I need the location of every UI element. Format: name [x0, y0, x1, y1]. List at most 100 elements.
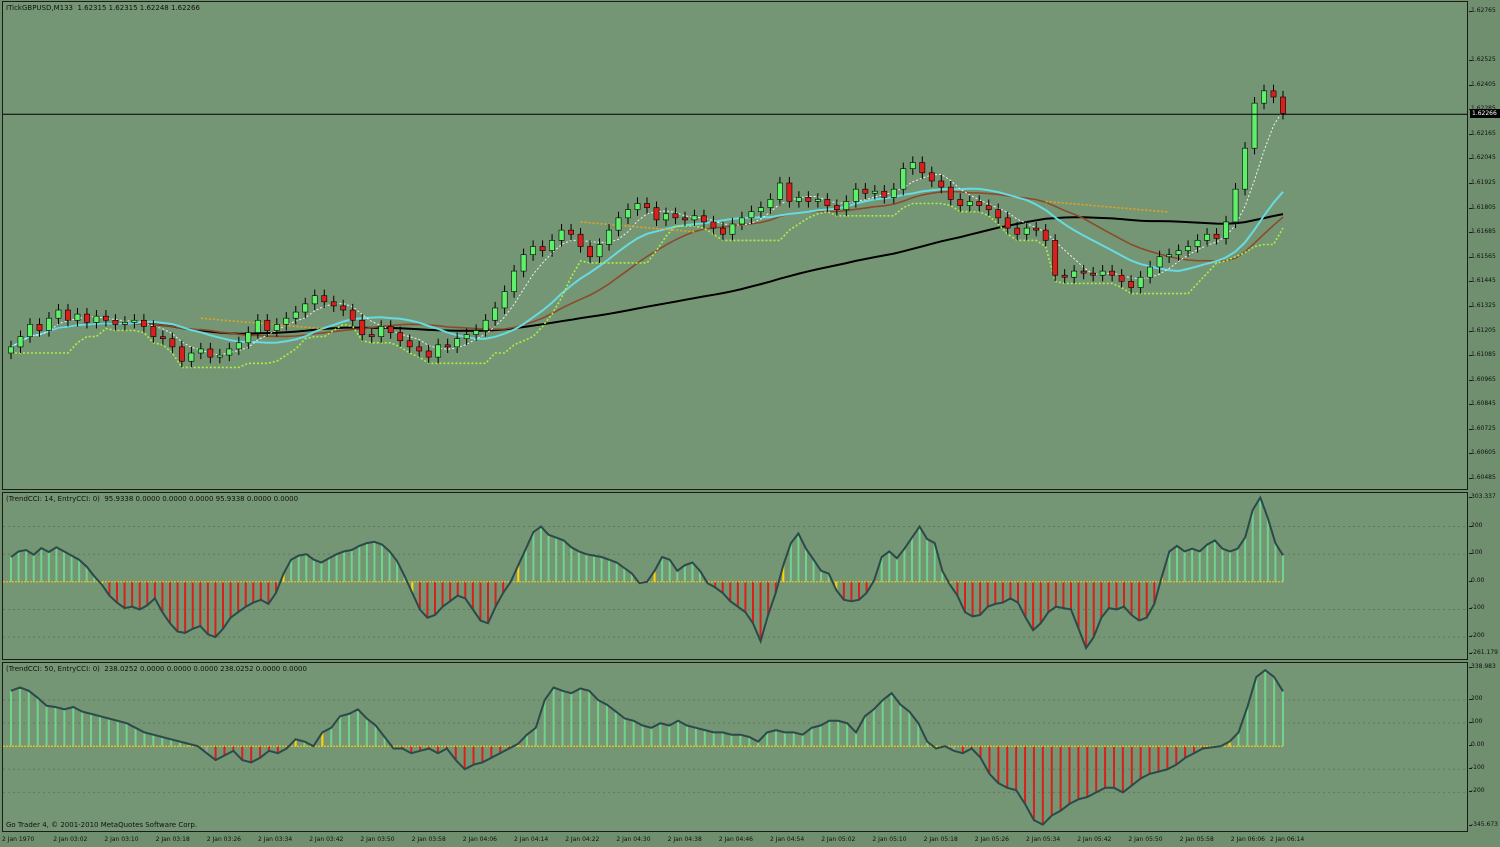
candle-body — [150, 326, 157, 337]
candle-body — [141, 319, 147, 327]
price-axis[interactable]: 1.62765 1.62525 1.62405 1.62285 1.62165 1.620… — [1469, 1, 1500, 490]
candle-body — [93, 315, 100, 323]
candle-body — [1033, 227, 1040, 231]
candle-body — [758, 207, 764, 213]
time-tick-label: 2 Jan 04:38 — [667, 836, 702, 843]
cci-tick — [1469, 580, 1472, 582]
candle-body — [492, 307, 499, 321]
cci50-canvas[interactable] — [3, 663, 1467, 831]
cci-tick-label: -200 — [1471, 787, 1485, 795]
candle-body — [890, 188, 897, 198]
price-tick — [1469, 158, 1472, 160]
candle-body — [729, 223, 736, 235]
candle-body — [824, 199, 831, 206]
candle-body — [8, 346, 14, 354]
time-tick-label: 2 Jan 04:30 — [616, 836, 651, 843]
candle-body — [634, 203, 641, 210]
candle-body — [416, 346, 423, 352]
cci14-canvas[interactable] — [3, 493, 1467, 659]
step-orange-line — [200, 317, 325, 330]
candle-body — [701, 215, 707, 223]
candle-body — [1080, 270, 1087, 274]
price-tick — [1469, 355, 1472, 357]
candle-body — [748, 211, 755, 219]
candle-body — [909, 162, 916, 169]
price-chart-title: ITickGBPUSD,M133 1.62315 1.62315 1.62248… — [6, 4, 200, 12]
candle-body — [501, 291, 508, 309]
candle-body — [1042, 229, 1049, 241]
price-tick-label: 1.61565 — [1471, 252, 1496, 260]
price-tick — [1469, 478, 1472, 479]
candle-body — [995, 209, 1002, 219]
time-tick-label: 2 Jan 04:54 — [770, 836, 805, 843]
candle-body — [169, 338, 176, 348]
time-tick-label: 2 Jan 05:50 — [1128, 836, 1163, 843]
candle-body — [549, 240, 555, 251]
candle-body — [558, 229, 565, 241]
price-tick-label: 1.62045 — [1471, 154, 1496, 162]
candle-body — [966, 201, 973, 206]
candle-body — [682, 217, 688, 221]
candle-body — [425, 350, 432, 358]
candle-body — [1137, 276, 1144, 288]
cci-tick — [1469, 497, 1472, 498]
cci-tick-label: 303.337 — [1471, 493, 1496, 500]
candle-body — [795, 197, 802, 202]
candle-body — [947, 186, 954, 200]
cci-tick — [1469, 825, 1472, 826]
price-tick — [1469, 330, 1472, 332]
time-tick-label: 2 Jan 03:34 — [258, 836, 293, 843]
candle-body — [159, 336, 166, 339]
candle-body — [74, 313, 81, 321]
cci-tick — [1469, 791, 1472, 793]
time-tick-label: 2 Jan 06:06 — [1230, 836, 1265, 843]
candle-body — [368, 334, 375, 337]
cci-tick-label: 200 — [1471, 521, 1483, 529]
candle-body — [283, 317, 290, 325]
candle-body — [539, 246, 546, 251]
cci-tick-label: -200 — [1471, 632, 1485, 640]
cci50-title: (TrendCCI: 50, EntryCCI: 0) 238.0252 0.0… — [6, 665, 307, 673]
cci-tick — [1469, 525, 1472, 527]
price-tick — [1469, 428, 1472, 430]
price-chart-pane[interactable]: ITickGBPUSD,M133 1.62315 1.62315 1.62248… — [2, 1, 1468, 490]
candle-body — [1223, 221, 1229, 239]
price-tick-label: 1.61685 — [1471, 228, 1496, 236]
time-tick-label: 2 Jan 05:18 — [923, 836, 958, 843]
price-chart-canvas[interactable] — [3, 2, 1467, 489]
cci-tick-label: 338.983 — [1471, 663, 1496, 670]
cci-tick — [1469, 745, 1472, 747]
cci-tick-label: 0.00 — [1471, 576, 1485, 584]
candle-body — [1052, 240, 1059, 276]
candle-body — [55, 309, 62, 319]
candle-body — [1118, 274, 1125, 282]
candle-body — [530, 246, 536, 256]
cci14-indicator-pane[interactable]: (TrendCCI: 14, EntryCCI: 0) 95.9338 0.00… — [2, 492, 1468, 660]
candle-body — [454, 338, 461, 348]
candle-body — [938, 180, 945, 188]
price-tick-label: 1.61805 — [1471, 203, 1496, 211]
price-tick-label: 1.62765 — [1471, 7, 1496, 14]
candle-body — [1261, 90, 1267, 104]
candle-body — [710, 221, 717, 229]
price-tick-label: 1.62285 — [1471, 105, 1496, 112]
candle-body — [463, 334, 470, 339]
candle-body — [340, 305, 347, 311]
cci50-indicator-pane[interactable]: (TrendCCI: 50, EntryCCI: 0) 238.0252 0.0… — [2, 662, 1468, 832]
time-tick-label: 2 Jan 06:14 — [1270, 836, 1305, 843]
candle-body — [1147, 266, 1153, 278]
candle-body — [387, 326, 394, 333]
candle-body — [691, 215, 698, 221]
candle-body — [520, 254, 527, 272]
candle-body — [663, 213, 669, 221]
price-tick-label: 1.61205 — [1471, 326, 1496, 334]
candle-body — [1270, 90, 1277, 98]
ma-fast-line — [10, 110, 1284, 356]
time-tick-label: 2 Jan 05:42 — [1077, 836, 1112, 843]
candle-body — [644, 203, 650, 208]
price-tick-label: 1.60725 — [1471, 424, 1496, 432]
cci-tick — [1469, 768, 1472, 770]
candle-body — [46, 317, 52, 331]
time-tick-label: 2 Jan 05:10 — [872, 836, 907, 843]
